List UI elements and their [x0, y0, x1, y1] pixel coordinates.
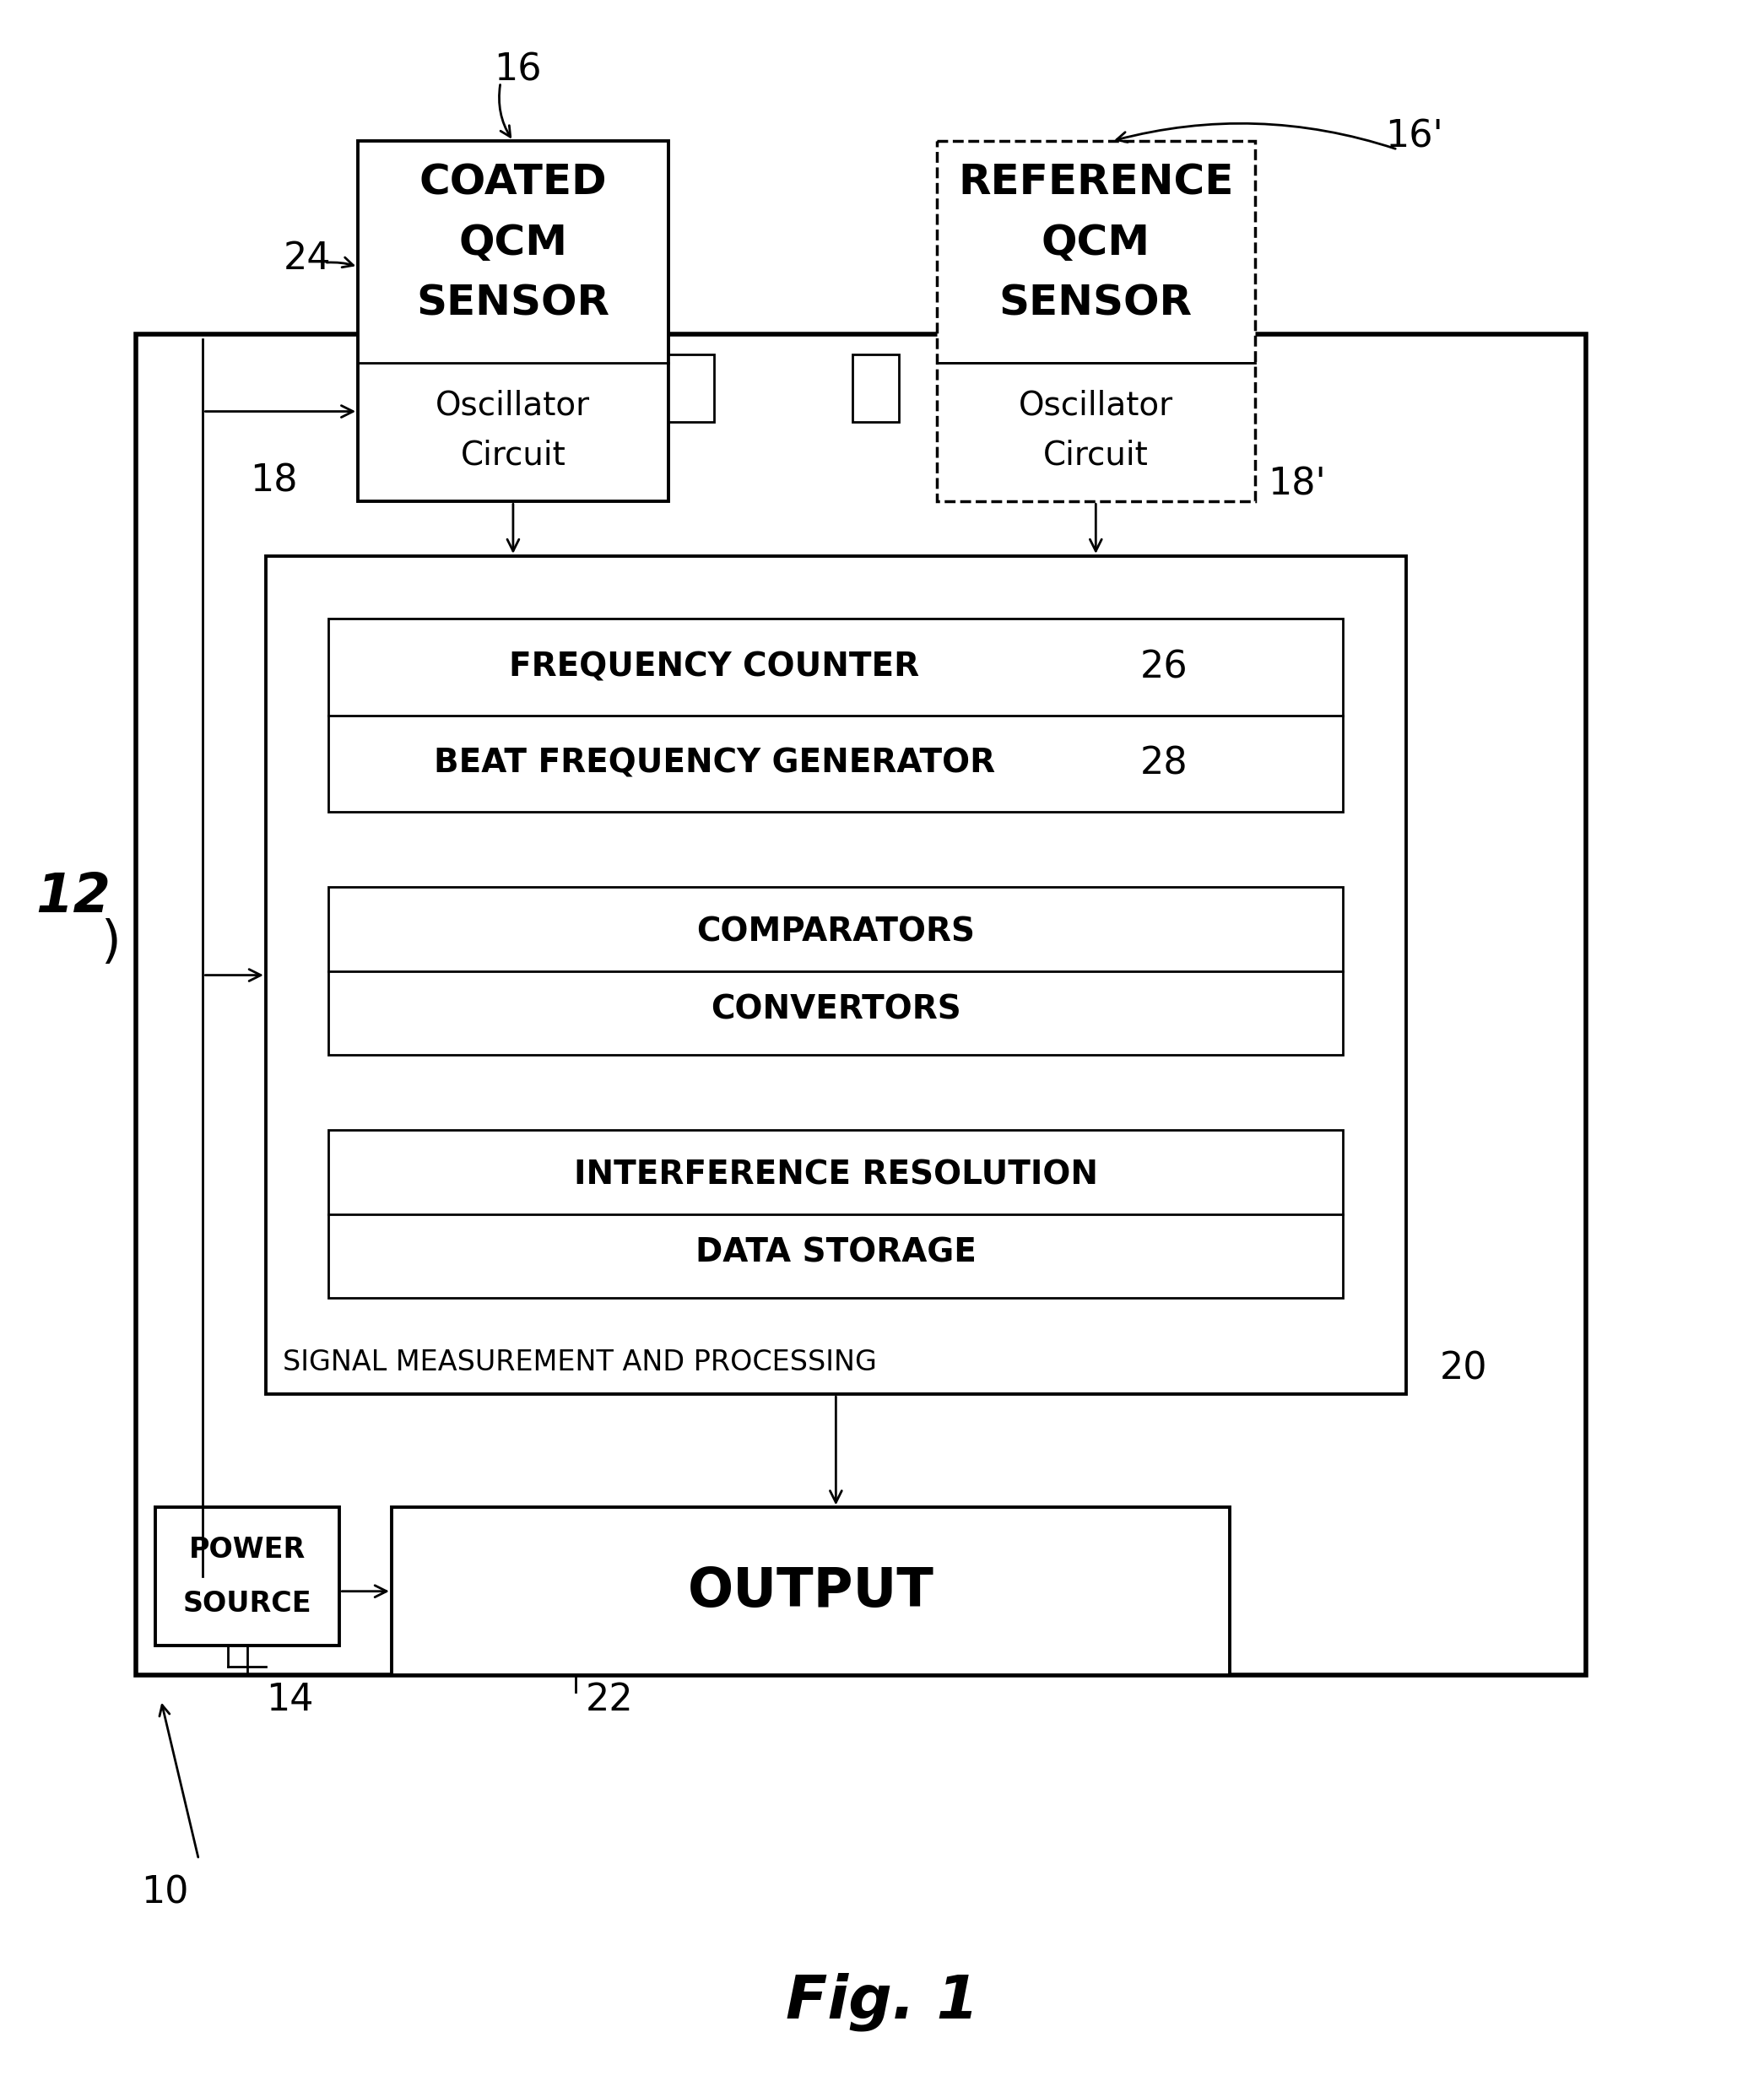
Text: 26: 26	[1140, 648, 1187, 686]
Text: 28: 28	[1140, 744, 1187, 782]
Text: 18': 18'	[1268, 468, 1327, 503]
Text: 16: 16	[494, 52, 542, 88]
Text: FREQUENCY COUNTER: FREQUENCY COUNTER	[510, 650, 919, 684]
Text: 14: 14	[266, 1682, 314, 1717]
Bar	[328, 1130, 1342, 1298]
Text: Oscillator: Oscillator	[1018, 390, 1173, 421]
Bar	[669, 354, 714, 421]
Text: BEAT FREQUENCY GENERATOR: BEAT FREQUENCY GENERATOR	[434, 747, 995, 780]
Text: QCM: QCM	[1041, 222, 1150, 264]
Text: SIGNAL MEASUREMENT AND PROCESSING: SIGNAL MEASUREMENT AND PROCESSING	[282, 1348, 877, 1376]
Text: 10: 10	[141, 1875, 189, 1910]
Text: OUTPUT: OUTPUT	[688, 1564, 933, 1617]
Bar	[328, 887, 1342, 1055]
Text: COATED: COATED	[420, 164, 607, 203]
Text: 12: 12	[35, 870, 111, 923]
Text: DATA STORAGE: DATA STORAGE	[695, 1237, 975, 1269]
Text: REFERENCE: REFERENCE	[958, 164, 1233, 203]
Text: SENSOR: SENSOR	[416, 283, 610, 323]
Text: COMPARATORS: COMPARATORS	[697, 916, 975, 948]
Text: Fig. 1: Fig. 1	[785, 1973, 979, 2032]
Text: 16': 16'	[1385, 120, 1443, 155]
Bar	[852, 354, 900, 421]
Bar	[136, 333, 1586, 1676]
Bar	[266, 556, 1406, 1395]
Text: 20: 20	[1439, 1350, 1487, 1388]
Bar	[937, 140, 1256, 501]
Text: SENSOR: SENSOR	[998, 283, 1192, 323]
Text: Circuit: Circuit	[1043, 440, 1148, 472]
Text: Oscillator: Oscillator	[436, 390, 591, 421]
Text: INTERFERENCE RESOLUTION: INTERFERENCE RESOLUTION	[573, 1160, 1097, 1191]
Text: 22: 22	[586, 1682, 633, 1717]
Text: CONVERTORS: CONVERTORS	[711, 994, 961, 1025]
Text: SOURCE: SOURCE	[183, 1590, 312, 1617]
Bar	[358, 140, 669, 501]
Text: QCM: QCM	[459, 222, 568, 264]
Text: POWER: POWER	[189, 1535, 305, 1562]
Text: Circuit: Circuit	[460, 440, 566, 472]
Text: 24: 24	[284, 241, 332, 277]
Bar	[328, 619, 1342, 812]
Text: 18: 18	[250, 463, 298, 499]
Bar	[155, 1508, 339, 1646]
Bar	[392, 1508, 1230, 1676]
Text: ): )	[101, 918, 120, 969]
